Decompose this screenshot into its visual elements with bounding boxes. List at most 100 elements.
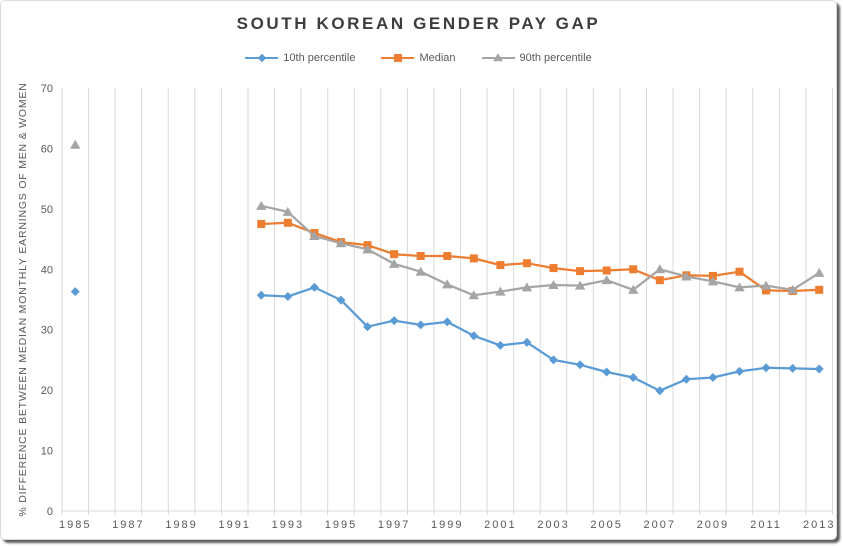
diamond-data-point — [761, 363, 771, 373]
legend-label: 10th percentile — [283, 52, 356, 64]
square-data-point — [469, 254, 478, 263]
series-line — [260, 204, 821, 297]
triangle-data-point — [362, 244, 373, 254]
square-data-point — [735, 267, 744, 276]
x-axis-tick-label: 2001 — [484, 519, 516, 531]
triangle-data-point — [388, 258, 400, 268]
x-axis-tick-label: 1997 — [378, 519, 410, 531]
diamond-data-point — [735, 366, 745, 376]
square-data-point — [708, 271, 717, 280]
diamond-data-point — [309, 282, 319, 292]
y-axis-tick-label: 70 — [41, 83, 53, 95]
triangle-data-point — [282, 206, 294, 216]
diamond-data-point — [655, 386, 665, 396]
triangle-data-point — [787, 284, 798, 294]
diamond-data-point — [602, 367, 612, 377]
legend-item-90th-percentile: 90th percentile — [481, 52, 592, 64]
diamond-data-point — [549, 355, 559, 365]
diamond-data-point — [628, 372, 638, 382]
diamond-data-point — [814, 364, 824, 374]
triangle-data-point — [548, 279, 559, 289]
legend-key — [245, 53, 279, 64]
square-data-point — [522, 259, 531, 268]
y-axis-tick-label: 60 — [41, 143, 53, 155]
diamond-data-point — [283, 291, 293, 301]
x-axis-tick-label: 1993 — [272, 519, 304, 531]
square-data-point — [602, 266, 611, 275]
x-axis-tick-label: 2007 — [644, 519, 676, 531]
triangle-data-point — [521, 282, 533, 292]
series-90th-percentile — [70, 139, 825, 300]
square-data-point — [416, 251, 425, 260]
diamond-data-point — [389, 316, 399, 326]
diamond-data-point — [336, 295, 346, 305]
legend-label: 90th percentile — [519, 52, 592, 64]
diamond-data-point — [416, 320, 426, 330]
legend: 10th percentile Median 90th percentile — [1, 52, 836, 64]
x-axis-tick-label: 1987 — [112, 519, 144, 531]
x-axis-tick-label: 2013 — [803, 519, 835, 531]
triangle-data-point — [760, 280, 772, 290]
chart-title: SOUTH KOREAN GENDER PAY GAP — [236, 14, 601, 33]
diamond-data-point — [708, 372, 718, 382]
legend-key — [481, 53, 515, 64]
square-data-point — [390, 250, 399, 259]
y-axis-tick-label: 50 — [41, 204, 53, 216]
diamond-data-point — [442, 317, 452, 327]
triangle-data-point — [734, 282, 745, 292]
x-axis-tick-label: 2009 — [697, 519, 729, 531]
y-axis-tick-label: 10 — [41, 446, 53, 458]
x-axis-tick-label: 2003 — [537, 519, 569, 531]
triangle-data-point — [442, 279, 453, 289]
x-axis-tick-label: 1985 — [59, 519, 91, 531]
gridlines — [61, 88, 833, 515]
y-axis-tick-label: 40 — [41, 264, 53, 276]
x-axis-tick-label: 1995 — [325, 519, 357, 531]
x-axis-tick-label: 2011 — [750, 519, 782, 531]
triangle-data-point — [681, 271, 692, 281]
square-data-point — [815, 285, 824, 294]
square-data-point — [496, 261, 505, 270]
y-axis-tick-labels: 0 10 20 30 40 50 60 70 — [41, 83, 53, 518]
diamond-data-point — [681, 374, 691, 384]
series-10th-percentile — [70, 282, 824, 396]
diamond-data-point — [363, 322, 373, 332]
square-data-point — [257, 219, 266, 228]
y-axis-tick-label: 20 — [41, 385, 53, 397]
square-data-point — [655, 276, 664, 285]
diamond-data-point — [522, 337, 532, 347]
triangle-data-point — [601, 275, 612, 285]
triangle-data-point — [814, 267, 825, 277]
y-axis-tick-label: 30 — [41, 325, 53, 337]
square-data-point — [629, 265, 638, 274]
x-axis-tick-label: 1991 — [218, 519, 250, 531]
square-data-point — [283, 218, 292, 227]
x-axis-tick-label: 1999 — [431, 519, 463, 531]
series-line — [260, 221, 821, 293]
diamond-data-point — [575, 360, 585, 370]
square-marker-icon — [393, 54, 402, 62]
diamond-data-point — [469, 331, 479, 341]
legend-label: Median — [419, 52, 456, 64]
triangle-data-point — [574, 280, 586, 290]
square-data-point — [576, 267, 585, 276]
diamond-data-point — [788, 363, 798, 373]
diamond-data-point — [495, 340, 505, 350]
legend-item-median: Median — [381, 52, 456, 64]
square-data-point — [549, 264, 558, 273]
series-line — [260, 286, 821, 392]
triangle-marker-icon — [493, 53, 504, 62]
triangle-data-point — [335, 238, 347, 248]
triangle-data-point — [70, 139, 81, 149]
y-axis-title: % DIFFERENCE BETWEEN MEDIAN MONTHLY EARN… — [17, 82, 29, 516]
x-axis-tick-label: 2005 — [590, 519, 622, 531]
diamond-data-point — [256, 290, 266, 300]
triangle-data-point — [415, 266, 426, 276]
legend-key — [381, 53, 415, 64]
square-data-point — [443, 251, 452, 260]
triangle-data-point — [707, 276, 719, 286]
diamond-data-point — [70, 287, 80, 297]
legend-item-10th-percentile: 10th percentile — [245, 52, 355, 64]
triangle-data-point — [495, 286, 506, 296]
